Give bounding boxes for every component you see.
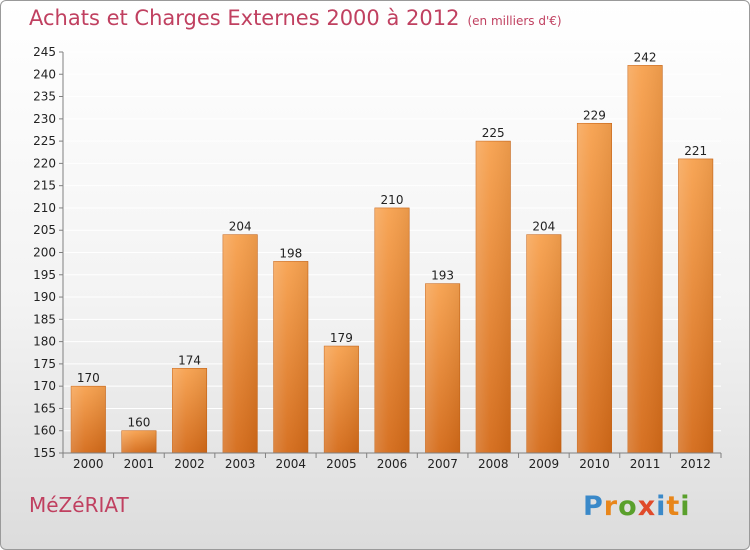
y-tick-label: 245 (33, 45, 56, 59)
chart-title: Achats et Charges Externes 2000 à 2012 (e… (29, 6, 562, 30)
x-tick-label: 2008 (478, 457, 509, 471)
data-label: 221 (684, 144, 707, 158)
y-tick-label: 225 (33, 134, 56, 148)
y-tick-label: 200 (33, 246, 56, 260)
y-tick-label: 160 (33, 424, 56, 438)
data-label: 179 (330, 331, 353, 345)
data-label: 225 (482, 126, 505, 140)
logo-letter: t (666, 491, 681, 522)
y-tick-label: 235 (33, 90, 56, 104)
logo-letter: r (603, 491, 619, 522)
x-tick-label: 2001 (124, 457, 155, 471)
y-tick-label: 220 (33, 156, 56, 170)
y-tick-label: 185 (33, 312, 56, 326)
logo-letter: i (656, 491, 667, 522)
bar-shine (476, 141, 511, 453)
bar-shine (324, 346, 359, 453)
bars (70, 65, 714, 454)
data-label: 204 (229, 220, 252, 234)
bar-shine (627, 65, 663, 453)
logo-letter: P (583, 491, 604, 522)
y-tick-label: 155 (33, 446, 56, 460)
x-tick-label: 2004 (275, 457, 306, 471)
x-axis: 2000 2001 2002 2003 2004 2005 2006 2007 2008 2009… (62, 452, 722, 471)
bar-shine (374, 207, 410, 453)
chart-unit: (en milliers d'€) (467, 14, 562, 28)
logo-letter: i (680, 491, 691, 522)
data-label: 210 (381, 193, 404, 207)
x-tick-label: 2000 (73, 457, 104, 471)
data-label: 204 (532, 220, 555, 234)
x-tick-label: 2009 (529, 457, 560, 471)
y-tick-label: 230 (33, 112, 56, 126)
data-label: 242 (634, 50, 657, 64)
x-tick-label: 2012 (680, 457, 711, 471)
data-label: 170 (77, 371, 100, 385)
x-tick-label: 2011 (630, 457, 661, 471)
bar-shine (678, 158, 713, 453)
data-label: 193 (431, 269, 454, 283)
y-tick-label: 165 (33, 401, 56, 415)
bar-shine (71, 386, 106, 453)
bar-shine (526, 234, 562, 453)
data-label: 198 (279, 246, 302, 260)
bar-shine (577, 123, 612, 454)
y-axis: 155 160 165 170 175 180 185 190 195 200 205 210 215 2… (33, 45, 64, 460)
y-tick-label: 180 (33, 335, 56, 349)
proxiti-logo: Proxiti (583, 491, 691, 522)
x-tick-label: 2002 (174, 457, 205, 471)
y-tick-label: 205 (33, 223, 56, 237)
bar-shine (121, 430, 157, 453)
bar-shine (425, 283, 460, 453)
y-tick-label: 210 (33, 201, 56, 215)
x-tick-label: 2005 (326, 457, 357, 471)
x-tick-label: 2007 (427, 457, 458, 471)
y-tick-label: 195 (33, 268, 56, 282)
y-tick-label: 240 (33, 67, 56, 81)
logo-letter: x (637, 491, 657, 522)
x-tick-label: 2010 (579, 457, 610, 471)
bar-shine (172, 368, 207, 453)
data-label: 229 (583, 108, 606, 122)
data-labels: 170 160 174 204 198 179 210 193 225 204 229 242 221 (77, 50, 707, 429)
x-tick-label: 2003 (225, 457, 256, 471)
logo-letter: o (618, 491, 638, 522)
chart-title-text: Achats et Charges Externes 2000 à 2012 (29, 6, 460, 30)
y-tick-label: 170 (33, 379, 56, 393)
commune-name: MéZéRIAT (29, 493, 129, 517)
bar-shine (222, 234, 258, 453)
y-tick-label: 215 (33, 179, 56, 193)
x-tick-label: 2006 (377, 457, 408, 471)
bar-shine (273, 261, 308, 453)
y-tick-label: 175 (33, 357, 56, 371)
data-label: 174 (178, 353, 201, 367)
y-tick-label: 190 (33, 290, 56, 304)
data-label: 160 (127, 416, 150, 430)
